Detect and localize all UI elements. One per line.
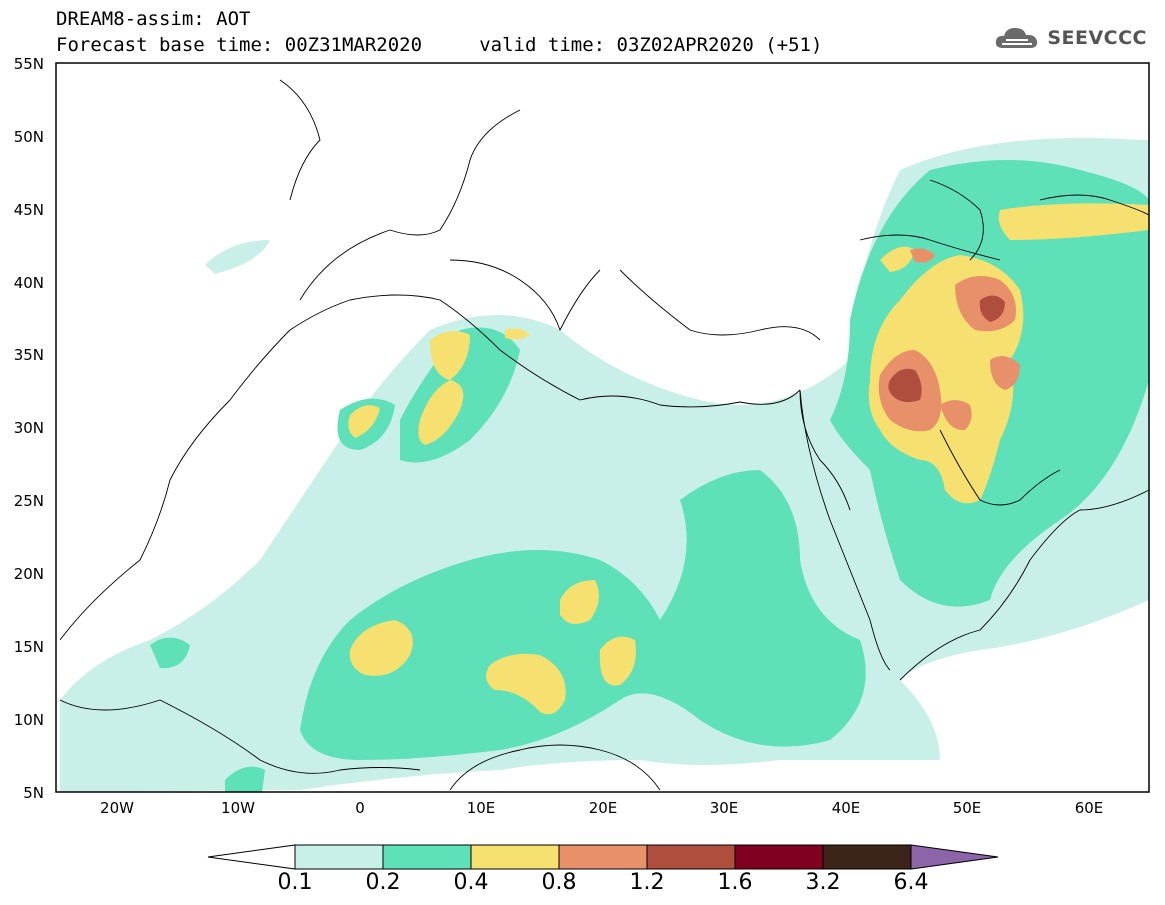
map-subtitle: Forecast base time: 00Z31MAR2020 valid t… [56,34,823,56]
colorbar-label: 0.2 [365,870,401,895]
colorbar-segment-0.1 [294,844,384,870]
aot-level-0.8 [878,248,1020,432]
cloud-icon [996,28,1038,48]
lat-label: 55N [13,55,44,73]
colorbar-segment-below [207,844,296,870]
colorbar-segment-0.8 [558,844,648,870]
lon-label: 30E [709,799,739,817]
colorbar-label: 0.1 [277,870,313,895]
coastlines [59,79,1149,791]
lat-label: 20N [13,565,44,583]
lon-label: 60E [1074,799,1104,817]
lon-label: 10E [466,799,496,817]
colorbar-label: 6.4 [893,870,929,895]
lon-label: 20W [100,799,134,817]
colorbar-segment-1.2 [646,844,736,870]
map-title: DREAM8-assim: AOT [56,8,251,30]
lat-label: 10N [13,711,44,729]
colorbar-label: 0.8 [541,870,577,895]
lon-label: 40E [831,799,861,817]
map-frame [55,62,1150,793]
colorbar-segment-3.2 [822,844,912,870]
lon-label: 20E [588,799,618,817]
colorbar-label: 1.6 [717,870,753,895]
lon-label: 10W [221,799,255,817]
lat-label: 40N [13,274,44,292]
lat-label: 50N [13,128,44,146]
lat-label: 30N [13,419,44,437]
seevccc-logo: SEEVCCC [993,24,1147,52]
lon-label: 50E [952,799,982,817]
aot-level-1.2 [888,295,1005,403]
colorbar-segment-above [910,844,999,870]
lat-label: 35N [13,346,44,364]
lat-label: 45N [13,201,44,219]
colorbar-label: 1.2 [629,870,665,895]
aot-shading [60,138,1149,792]
colorbar [207,844,999,870]
lon-label: 0 [355,799,365,817]
colorbar-label: 0.4 [453,870,489,895]
logo-text: SEEVCCC [1047,27,1147,49]
colorbar-segment-0.4 [470,844,560,870]
colorbar-label: 3.2 [805,870,841,895]
lat-label: 25N [13,492,44,510]
colorbar-segment-0.2 [382,844,472,870]
lat-label: 15N [13,638,44,656]
lat-label: 5N [23,784,44,802]
colorbar-segment-1.6 [734,844,824,870]
